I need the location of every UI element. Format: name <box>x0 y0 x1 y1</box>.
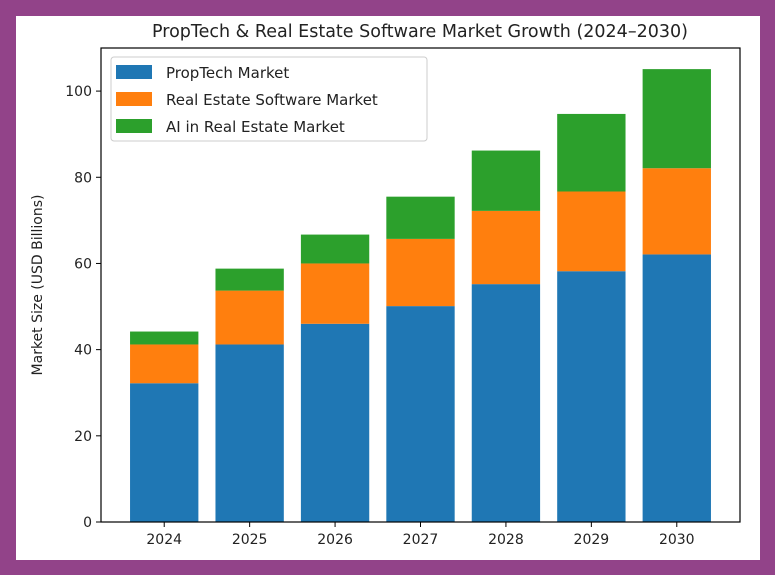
bar-2026-series-0 <box>300 323 370 522</box>
bar-2028-series-2 <box>471 150 541 211</box>
x-tick-label: 2029 <box>574 532 610 548</box>
x-tick-label: 2025 <box>232 532 268 548</box>
bar-2028-series-1 <box>471 210 541 285</box>
legend-box <box>110 56 428 142</box>
y-tick-label: 100 <box>65 84 92 100</box>
y-tick-label: 0 <box>83 515 92 531</box>
bar-2026-series-2 <box>300 234 370 264</box>
bar-2024-series-2 <box>130 331 199 345</box>
bar-2029-series-0 <box>557 271 626 522</box>
legend-swatch <box>116 65 152 79</box>
legend-label: PropTech Market <box>166 64 289 82</box>
x-axis: 2024 2025 2026 2027 2028 2029 2030 <box>146 522 695 548</box>
legend: PropTech Market Real Estate Software Mark… <box>110 56 428 142</box>
y-tick-label: 80 <box>74 170 92 186</box>
bar-2025-series-2 <box>215 268 284 291</box>
y-tick-label: 20 <box>74 429 92 445</box>
x-tick-label: 2030 <box>659 532 695 548</box>
y-axis-label: Market Size (USD Billions) <box>30 195 46 376</box>
bar-2029-series-1 <box>557 191 626 272</box>
legend-swatch <box>116 119 152 133</box>
bar-2027-series-0 <box>386 306 455 522</box>
legend-label: AI in Real Estate Market <box>166 118 345 136</box>
bar-2027-series-1 <box>386 238 455 307</box>
bar-2026-series-1 <box>300 263 370 324</box>
bar-2025-series-1 <box>215 290 284 345</box>
bar-2030-series-2 <box>642 69 711 169</box>
y-tick-label: 60 <box>74 256 92 272</box>
bar-2029-series-2 <box>557 113 626 192</box>
bar-2028-series-0 <box>471 284 541 522</box>
bar-2027-series-2 <box>386 196 455 239</box>
bar-2030-series-1 <box>642 168 711 255</box>
x-tick-label: 2026 <box>317 532 353 548</box>
bar-2024-series-0 <box>130 383 199 522</box>
y-axis: 0 20 40 60 80 100 <box>65 84 101 531</box>
x-tick-label: 2027 <box>403 532 439 548</box>
legend-swatch <box>116 92 152 106</box>
bar-2030-series-0 <box>642 254 711 522</box>
bars-group <box>130 69 711 522</box>
chart-title: PropTech & Real Estate Software Market G… <box>152 22 688 42</box>
y-tick-label: 40 <box>74 343 92 359</box>
bar-2024-series-1 <box>130 344 199 384</box>
bar-2025-series-0 <box>215 344 284 522</box>
x-tick-label: 2024 <box>146 532 182 548</box>
x-tick-label: 2028 <box>488 532 524 548</box>
legend-label: Real Estate Software Market <box>166 91 378 109</box>
